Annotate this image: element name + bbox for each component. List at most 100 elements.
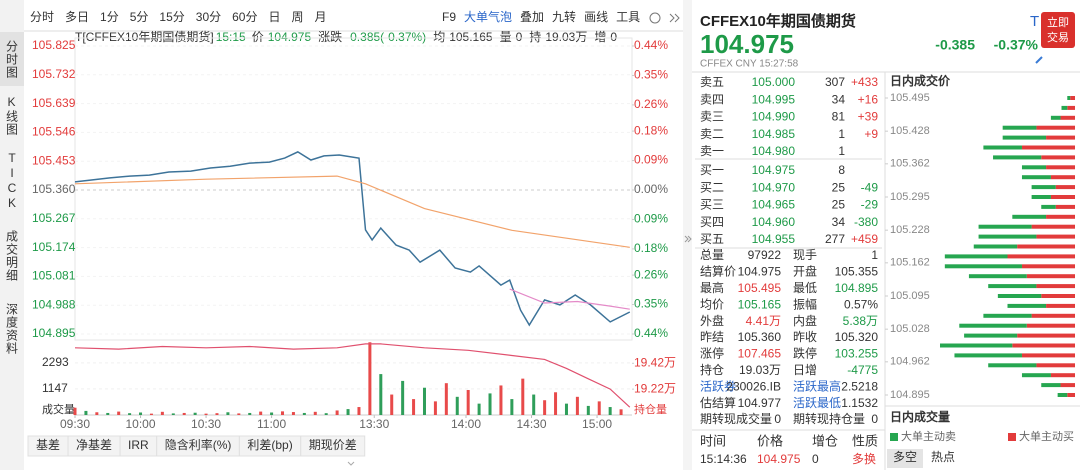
distribution-bar [1012, 214, 1047, 219]
sidebar-active [0, 32, 24, 86]
volume-bar [259, 411, 263, 415]
y-tick-label: 105.639 [32, 96, 76, 110]
distribution-bar [1061, 105, 1068, 110]
stat-value: 1.1532 [841, 396, 878, 410]
y-tick-label: 104.988 [32, 297, 76, 311]
stat-value: 19.03万 [739, 363, 781, 377]
distribution-bar [959, 323, 1027, 328]
trade-button-label[interactable]: 立即 [1047, 15, 1069, 29]
panel-tab[interactable]: 多空 [893, 450, 917, 464]
side-tab[interactable]: TICK [5, 151, 19, 211]
bottom-tab[interactable]: IRR [128, 438, 149, 452]
period-tab[interactable]: 60分 [232, 10, 257, 24]
edit-icon[interactable] [1035, 56, 1043, 64]
level-price: 104.960 [752, 215, 796, 229]
y2-tick-label: 0.44% [634, 38, 668, 52]
tool-button[interactable]: 大单气泡 [464, 9, 512, 24]
y2-tick-label: 0.35% [634, 297, 668, 311]
distribution-bar [1050, 115, 1061, 120]
distribution-bar [1036, 284, 1075, 289]
distribution-bar [1021, 373, 1051, 378]
volume-bar [390, 394, 394, 415]
tab-bg[interactable] [300, 435, 366, 457]
stat-label: 跌停 [793, 346, 817, 361]
bottom-tab[interactable]: 利差(bp) [247, 438, 292, 452]
tab-active[interactable] [887, 449, 923, 468]
distribution-bar [1050, 175, 1075, 180]
trade-type[interactable]: T [1030, 13, 1039, 30]
side-tab[interactable]: 分时图 [4, 39, 19, 79]
distribution-bar [1026, 274, 1075, 279]
distribution-bar [1021, 264, 1075, 269]
period-tab[interactable]: 分时 [30, 10, 54, 24]
tool-button[interactable]: 叠加 [520, 10, 544, 24]
period-tab[interactable]: 多日 [65, 10, 89, 24]
period-tab[interactable]: 15分 [159, 10, 184, 24]
gear-icon[interactable] [649, 12, 661, 24]
stat-value: 105.360 [738, 330, 782, 344]
volume-bar [117, 411, 121, 415]
distribution-bar [1031, 185, 1056, 190]
y-tick-label: 105.295 [890, 191, 930, 203]
stat-label: 总量 [700, 248, 724, 262]
trade-button[interactable] [1041, 12, 1075, 48]
bottom-tab[interactable]: 期现价差 [309, 438, 357, 452]
volume-bar [597, 401, 601, 415]
tool-button[interactable]: 九转 [552, 9, 576, 24]
trade-button-label[interactable]: 交易 [1047, 30, 1069, 44]
tool-button[interactable]: F9 [442, 10, 456, 24]
level-name: 买二 [700, 180, 724, 194]
stat-value: 105.165 [738, 297, 782, 311]
period-tab[interactable]: 30分 [196, 10, 221, 24]
distribution-bar [1067, 393, 1075, 397]
collapse-icon[interactable] [684, 235, 692, 243]
field-value: 0 [516, 30, 523, 44]
expand-icon[interactable] [669, 13, 680, 23]
distribution-bar [1031, 224, 1075, 229]
volume-bar [149, 413, 153, 415]
side-tab[interactable]: K线图 [4, 94, 19, 136]
volume-bar [575, 396, 579, 415]
level-price: 104.990 [752, 110, 796, 124]
distribution-bar [1070, 96, 1075, 100]
side-tab[interactable]: 成交明细 [4, 230, 19, 282]
y-tick-label: 105.028 [890, 323, 930, 335]
y-tick-label: 105.546 [32, 125, 76, 139]
volume-bar [73, 407, 77, 415]
period-tab[interactable]: 月 [315, 10, 327, 24]
collapse-strip [683, 0, 692, 470]
distribution-bar [1060, 115, 1075, 120]
level-change: +39 [858, 110, 879, 124]
stat-label: 现手 [793, 248, 817, 262]
distribution-bar [1050, 195, 1075, 199]
tool-button[interactable]: 画线 [584, 10, 608, 24]
quote-change: -0.385 [935, 37, 975, 53]
volume-bar [302, 412, 306, 415]
bottom-tab[interactable]: 基差 [36, 438, 60, 452]
trade-header: 性质 [852, 433, 878, 448]
distribution-bar [1046, 214, 1075, 219]
period-tab[interactable]: 日 [268, 10, 280, 24]
field-label: 量 [500, 30, 512, 44]
panel-tab[interactable]: 热点 [931, 450, 955, 464]
side-tab[interactable]: 深度资料 [4, 303, 19, 355]
y-tick-label: 105.162 [890, 257, 930, 269]
volume-bar [226, 412, 230, 415]
level-name: 卖二 [700, 127, 724, 141]
volume-bar [379, 374, 383, 415]
scroll-arrow[interactable] [347, 461, 355, 466]
bottom-tab[interactable]: 净基差 [76, 438, 112, 452]
stat-label: 涨停 [700, 346, 724, 361]
period-tab[interactable]: 1分 [100, 10, 119, 24]
y-tick-label: 105.428 [890, 125, 930, 137]
stat-label: 外盘 [700, 313, 724, 328]
distribution-bar [973, 244, 1018, 249]
tool-button[interactable]: 工具 [616, 10, 640, 24]
field-value: -0.385(-0.37%) [346, 30, 426, 44]
distribution-bar [1060, 383, 1075, 388]
stat-label: 内盘 [793, 313, 817, 328]
bottom-tab[interactable]: 隐含利率(%) [165, 437, 232, 452]
level-volume: 307 [825, 75, 845, 89]
period-tab[interactable]: 周 [292, 10, 304, 24]
period-tab[interactable]: 5分 [130, 10, 149, 24]
